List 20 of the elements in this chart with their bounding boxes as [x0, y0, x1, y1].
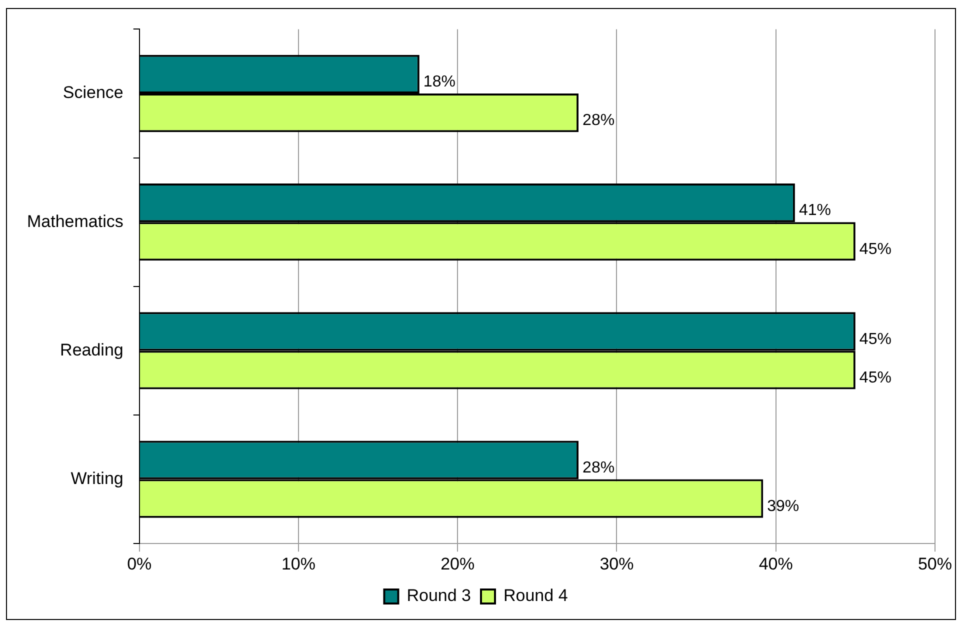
x-tick-label: 30%	[600, 554, 634, 574]
x-tick-label: 10%	[281, 554, 316, 574]
y-tick-label: Writing	[70, 468, 124, 488]
data-label: 18%	[423, 74, 456, 91]
x-tick-label: 40%	[758, 554, 793, 574]
data-label: 41%	[798, 202, 831, 220]
legend-label: Round 4	[504, 586, 568, 606]
legend-label: Round 3	[406, 586, 472, 606]
x-tick-label: 0%	[127, 554, 152, 574]
data-label: 45%	[859, 240, 892, 258]
data-label: 39%	[767, 498, 800, 515]
y-tick-label: Science	[62, 83, 124, 102]
data-label: 28%	[582, 459, 615, 476]
data-label: 45%	[859, 330, 892, 348]
y-tick-label: Reading	[60, 340, 124, 360]
y-tick-label: Mathematics	[26, 212, 124, 231]
data-label: 45%	[859, 369, 892, 386]
x-tick-label: 50%	[918, 554, 952, 574]
x-tick-label: 20%	[440, 554, 475, 574]
data-label: 28%	[582, 112, 615, 130]
